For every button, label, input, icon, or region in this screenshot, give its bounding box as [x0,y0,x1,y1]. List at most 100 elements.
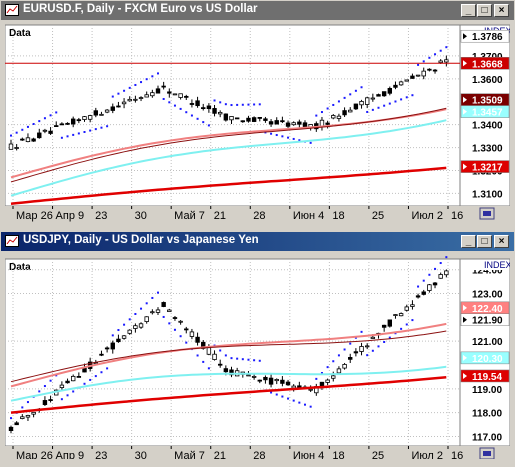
ma-slow [10,107,447,183]
sar-dot [270,391,273,394]
candle-body [421,291,426,295]
time-tick-label: 25 [372,450,384,459]
sar-dot [55,111,58,114]
candle-body [189,331,195,337]
sar-dot [371,108,374,111]
sar-dot [388,102,391,105]
time-tick-label: 28 [253,210,265,222]
sar-dot [173,104,176,107]
candle-body [161,302,166,307]
time-tick-label: Мар 26 [16,210,53,222]
candle-body [59,384,65,388]
minimize-button[interactable]: _ [461,235,476,248]
maximize-button[interactable]: □ [477,4,492,17]
candle-body [268,121,274,125]
chart-window-icon [5,4,19,16]
price-chart[interactable]: Data Мар 26 Апр 9 23 30 Май 7 21 28 Июн 4 18 25 Июл… [5,22,510,222]
sar-dot [360,330,363,333]
price-tag-arrow-icon [463,96,467,103]
sar-dot [343,348,346,351]
candle-body [201,341,206,349]
candle-body [325,122,330,125]
time-tick-label: Апр 9 [56,450,85,459]
price-tag-arrow-icon [463,163,467,170]
sar-dot [400,98,403,101]
sar-dot [145,302,148,305]
candle-body [274,120,279,125]
candle-body [410,75,415,79]
candle-body [76,119,82,122]
candle-body [87,115,93,120]
candle-body [308,388,313,391]
sar-dot [377,106,380,109]
sar-dot [320,111,323,114]
candle-body [364,97,370,105]
candle-body [212,108,217,114]
price-chart[interactable]: Data Мар 26 Апр 9 23 30 Май 7 21 28 Июн 4 18 25 Июл… [5,253,510,459]
chart-window-eurusd: EURUSD.F, Daily - FXCM Euro vs US Dollar… [0,0,515,229]
price-tag [460,313,510,326]
close-button[interactable]: × [494,235,509,248]
sar-dot [162,97,165,100]
candle-body [319,381,325,387]
candle-body [438,60,443,63]
candle-body [432,282,438,286]
sar-dot [388,336,391,339]
candle-body [217,111,223,115]
price-tick-label: 123.00 [472,290,503,301]
price-tag [460,369,510,383]
candle-body [20,416,25,419]
ma-fast [10,322,447,388]
candle-body [110,106,115,111]
minimize-button[interactable]: _ [461,4,476,17]
price-tag-arrow-icon [463,60,467,67]
sar-dot [100,126,103,129]
sar-dot [439,262,442,265]
candle-body [410,304,415,307]
window-title: USDJPY, Daily - US Dollar vs Japanese Ye… [23,234,259,246]
candle-body [427,284,432,291]
candle-body [150,92,155,97]
candle-body [404,79,409,82]
candle-body [251,117,257,122]
candle-body [263,376,268,381]
sar-dot [38,390,41,393]
plot-area [5,24,461,207]
candle-body [342,110,347,116]
candle-body [444,270,449,276]
price-tick-label: 1.3600 [472,75,503,86]
candle-body [76,376,82,378]
sar-dot [72,133,75,136]
candle-body [438,274,443,279]
candle-body [444,59,449,63]
candle-body [285,122,291,127]
window-titlebar[interactable]: USDJPY, Daily - US Dollar vs Japanese Ye… [1,232,514,251]
price-tag-label: 1.3786 [472,32,503,43]
sar-dot [196,117,199,120]
candle-body [223,113,229,121]
time-tick-label: 23 [95,450,107,459]
maximize-button[interactable]: □ [477,235,492,248]
candle-body [138,323,144,328]
candle-body [70,375,76,382]
price-tag-label: 1.3668 [472,59,503,70]
candle-body [331,375,336,379]
candle-body [376,94,381,97]
candle-body [342,364,347,369]
sar-dot [309,141,312,144]
candle-body [229,116,234,121]
price-tag-arrow-icon [463,316,467,323]
sar-dot [128,318,131,321]
sar-dot [83,131,86,134]
candle-body [150,311,155,314]
sar-dot [60,398,63,401]
time-tick-label: 16 [451,210,463,222]
window-titlebar[interactable]: EURUSD.F, Daily - FXCM Euro vs US Dollar… [1,1,514,20]
sar-dot [230,357,233,360]
sar-dot [140,81,143,84]
sar-dot [106,125,109,128]
sar-dot [10,134,12,137]
close-button[interactable]: × [494,4,509,17]
price-tag-label: 122.40 [472,304,503,315]
sar-dot [49,379,52,382]
